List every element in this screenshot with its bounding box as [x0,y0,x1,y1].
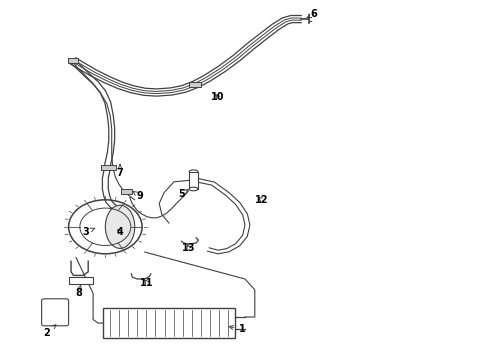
Text: 7: 7 [117,165,123,178]
Text: 1: 1 [229,324,246,334]
Text: 13: 13 [182,243,196,253]
Text: 12: 12 [255,195,269,205]
Text: 9: 9 [133,191,143,201]
Ellipse shape [105,205,135,248]
Text: 6: 6 [307,9,317,19]
Bar [103,308,235,338]
Bar [101,165,116,170]
Bar [189,82,201,87]
Text: 5: 5 [178,189,188,199]
Text: 4: 4 [117,227,123,237]
Bar [121,189,132,194]
Text: 8: 8 [75,285,82,298]
Text: 3: 3 [82,227,95,237]
Bar [68,58,78,63]
FancyBboxPatch shape [42,299,69,326]
Ellipse shape [189,170,198,174]
Text: 11: 11 [140,278,154,288]
Bar [189,172,198,189]
Text: 10: 10 [211,92,225,102]
Ellipse shape [189,187,198,191]
Text: 2: 2 [43,325,56,338]
Bar [69,277,93,284]
